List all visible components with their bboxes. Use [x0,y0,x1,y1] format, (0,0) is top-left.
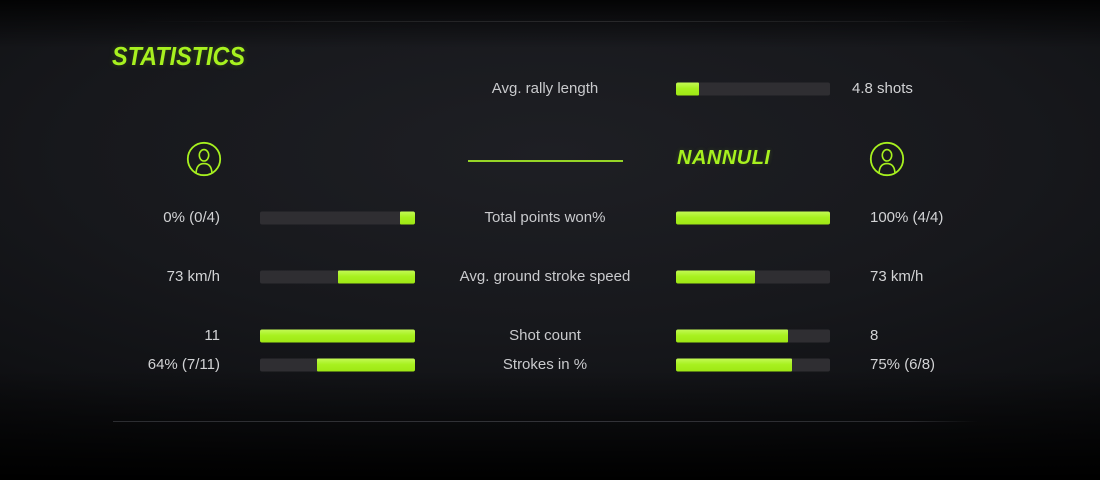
right-player-bar [676,329,830,343]
stat-value-left: 64% (7/11) [147,356,220,373]
top-divider [140,21,985,22]
stat-value-right: 100% (4/4) [870,209,944,226]
stat-value-left: 0% (0/4) [163,209,220,226]
left-player-bar-fill [317,358,415,372]
left-player-bar-fill [337,270,415,284]
stat-label: Strokes in % [502,356,588,373]
right-player-bar [676,358,830,372]
right-player-bar-fill [676,358,792,372]
bottom-divider [113,421,978,422]
left-player-bar-fill [260,329,415,343]
rally-length-bar-fill [676,82,700,96]
stat-row: 0% (0/4) Total points won% 100% (4/4) [0,203,1100,233]
stat-label: Shot count [509,327,581,344]
right-player-user-icon [869,141,905,177]
rally-length-bar [676,82,830,96]
left-player-bar-fill [399,211,415,225]
right-player-bar-fill [676,270,755,284]
left-player-bar [260,270,415,284]
stat-value-right: 75% (6/8) [870,356,936,373]
left-player-bar [260,358,415,372]
stat-label: Total points won% [484,209,606,226]
stat-value-left: 73 km/h [166,268,220,285]
left-player-bar [260,211,415,225]
stat-value-right: 4.8 shots [852,80,913,97]
right-player-bar [676,211,830,225]
right-player-bar [676,270,830,284]
stat-row: 64% (7/11) Strokes in % 75% (6/8) [0,350,1100,380]
page-title: STATISTICS [112,41,246,71]
stat-value-right: 8 [870,327,879,344]
stat-value-left: 11 [204,327,220,344]
stat-row: 11 Shot count 8 [0,321,1100,351]
right-player-bar-fill [676,329,789,343]
stat-label: Avg. ground stroke speed [459,268,631,285]
stat-label: Avg. rally length [491,80,599,97]
left-player-name-underline [468,160,623,162]
stat-row: 73 km/h Avg. ground stroke speed 73 km/h [0,262,1100,292]
stat-row-avg-rally-length: Avg. rally length 4.8 shots [0,74,1100,104]
left-player-bar [260,329,415,343]
right-player-bar-fill [676,211,830,225]
left-player-user-icon [186,141,222,177]
stat-value-right: 73 km/h [870,268,924,285]
right-player-name: NANNULI [677,147,771,169]
